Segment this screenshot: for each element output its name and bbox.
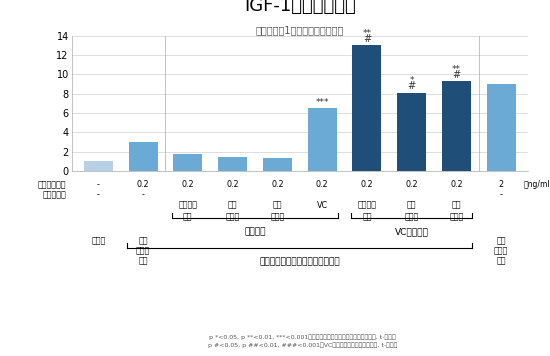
- Text: ***: ***: [315, 98, 329, 107]
- Text: #: #: [452, 69, 460, 79]
- Text: 発酵: 発酵: [362, 212, 372, 221]
- Text: #: #: [363, 34, 371, 44]
- Text: 0.2: 0.2: [271, 180, 284, 189]
- Text: 0.2: 0.2: [182, 180, 194, 189]
- Text: ブラ: ブラ: [407, 200, 416, 210]
- Text: p #<0.05, p ##<0.01, ###<0.001（VCコラーゲンの組合せと比較, t-検定）: p #<0.05, p ##<0.01, ###<0.001（VCコラーゲンの組…: [208, 342, 397, 348]
- Text: （未添加を1としたときの比較）: （未添加を1としたときの比較）: [256, 25, 344, 35]
- Text: 0.2: 0.2: [450, 180, 463, 189]
- Text: 若年
モデル
細胞: 若年 モデル 細胞: [494, 236, 508, 266]
- Text: 0.2: 0.2: [316, 180, 328, 189]
- Bar: [397, 93, 426, 171]
- Text: -: -: [142, 190, 145, 199]
- Bar: [353, 45, 382, 171]
- Text: 0.2: 0.2: [361, 180, 373, 189]
- Bar: [263, 158, 292, 171]
- Text: センタ: センタ: [226, 212, 240, 221]
- Text: ブラ: ブラ: [228, 200, 238, 210]
- Text: テクト: テクト: [270, 212, 284, 221]
- Text: **: **: [452, 65, 461, 74]
- Title: IGF-1の遺伝子発現: IGF-1の遺伝子発現: [244, 0, 356, 15]
- Text: テクト: テクト: [449, 212, 464, 221]
- Bar: [218, 157, 247, 171]
- Text: 未添加: 未添加: [91, 236, 106, 245]
- Bar: [173, 155, 202, 171]
- Bar: [307, 108, 337, 171]
- Text: プロ: プロ: [452, 200, 461, 210]
- Bar: [487, 84, 516, 171]
- Bar: [129, 142, 158, 171]
- Text: プロ: プロ: [273, 200, 282, 210]
- Text: 単独添加: 単独添加: [244, 227, 266, 236]
- Text: 加齢モデル細胞にコラーゲン添加: 加齢モデル細胞にコラーゲン添加: [260, 257, 340, 266]
- Text: *: *: [409, 77, 414, 85]
- Text: 加齢
モデル
細胞: 加齢 モデル 細胞: [136, 236, 150, 266]
- Text: **: **: [362, 29, 371, 38]
- Text: 0.2: 0.2: [226, 180, 239, 189]
- Text: 発酵: 発酵: [183, 212, 192, 221]
- Bar: [84, 161, 113, 171]
- Text: -: -: [97, 190, 100, 199]
- Bar: [442, 81, 471, 171]
- Text: VCと組合せ: VCと組合せ: [395, 227, 428, 236]
- Text: VC: VC: [317, 200, 328, 210]
- Text: 2: 2: [499, 180, 504, 189]
- Text: 0.2: 0.2: [405, 180, 418, 189]
- Text: -: -: [500, 190, 503, 199]
- Text: （ng/ml）: （ng/ml）: [523, 180, 550, 189]
- Text: -: -: [97, 180, 100, 189]
- Text: コラーゲン: コラーゲン: [42, 190, 66, 199]
- Text: センタ: センタ: [404, 212, 419, 221]
- Text: ムラサキ: ムラサキ: [358, 200, 376, 210]
- Text: ムラサキ: ムラサキ: [178, 200, 197, 210]
- Text: 成長ホルモン: 成長ホルモン: [37, 180, 66, 189]
- Text: p *<0.05, p **<0.01, ***<0.001（コラーゲン未添加の加齢モデルと比較, t-検定）: p *<0.05, p **<0.01, ***<0.001（コラーゲン未添加の…: [209, 334, 396, 340]
- Text: 0.2: 0.2: [137, 180, 150, 189]
- Text: #: #: [408, 81, 416, 91]
